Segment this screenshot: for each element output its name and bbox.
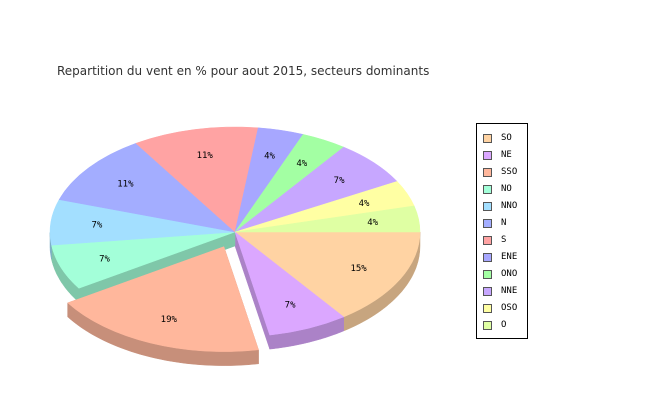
legend-item-so: SO	[483, 132, 512, 144]
slice-label-nno: 7%	[91, 221, 102, 231]
legend-item-ene: ENE	[483, 251, 517, 263]
legend-swatch	[483, 133, 492, 143]
legend-label: NNE	[501, 286, 518, 296]
pie-slice-sso	[67, 246, 259, 352]
slice-label-so: 15%	[350, 264, 367, 274]
legend-swatch	[483, 201, 492, 211]
slice-label-ene: 4%	[264, 152, 275, 162]
legend-swatch	[483, 286, 492, 296]
pie-slice-ne	[234, 231, 345, 336]
legend-swatch	[483, 218, 492, 228]
pie-slice-o	[234, 205, 421, 233]
legend-label: NNO	[501, 201, 518, 211]
slice-label-oso: 4%	[359, 199, 370, 209]
slice-label-o: 4%	[367, 218, 378, 228]
legend-item-n: N	[483, 217, 506, 229]
legend-label: OSO	[501, 303, 518, 313]
legend-swatch	[483, 184, 492, 194]
legend-swatch	[483, 320, 492, 330]
chart-title: Repartition du vent en % pour aout 2015,…	[57, 64, 430, 78]
slice-label-nne: 7%	[334, 176, 345, 186]
legend-label: NE	[501, 150, 512, 160]
legend-swatch	[483, 235, 492, 245]
legend-swatch	[483, 252, 492, 262]
legend-item-s: S	[483, 234, 506, 246]
slice-label-ono: 4%	[296, 159, 307, 169]
pie-slice-so	[234, 231, 421, 318]
legend-swatch	[483, 303, 492, 313]
legend-label: O	[501, 320, 507, 330]
legend-item-nne: NNE	[483, 285, 517, 297]
legend-label: NO	[501, 184, 512, 194]
legend-swatch	[483, 269, 492, 279]
pie-slice-n	[58, 143, 236, 233]
legend-item-sso: SSO	[483, 166, 517, 178]
legend-item-ono: ONO	[483, 268, 517, 280]
legend-item-o: O	[483, 319, 506, 331]
slice-label-n: 11%	[117, 180, 134, 190]
legend-item-ne: NE	[483, 149, 512, 161]
legend-swatch	[483, 167, 492, 177]
pie-slice-s	[135, 126, 259, 233]
slice-label-ne: 7%	[285, 300, 296, 310]
legend-label: ONO	[501, 269, 518, 279]
legend-label: SO	[501, 133, 512, 143]
legend: SO NE SSO NO NNO N S ENE ONO NNE OSO O	[476, 123, 528, 339]
legend-label: ENE	[501, 252, 518, 262]
slice-label-sso: 19%	[161, 315, 178, 325]
slice-label-s: 11%	[197, 151, 214, 161]
slice-label-no: 7%	[99, 255, 110, 265]
legend-label: N	[501, 218, 507, 228]
legend-label: S	[501, 235, 507, 245]
legend-item-nno: NNO	[483, 200, 517, 212]
legend-item-oso: OSO	[483, 302, 517, 314]
legend-item-no: NO	[483, 183, 512, 195]
legend-label: SSO	[501, 167, 518, 177]
legend-swatch	[483, 150, 492, 160]
